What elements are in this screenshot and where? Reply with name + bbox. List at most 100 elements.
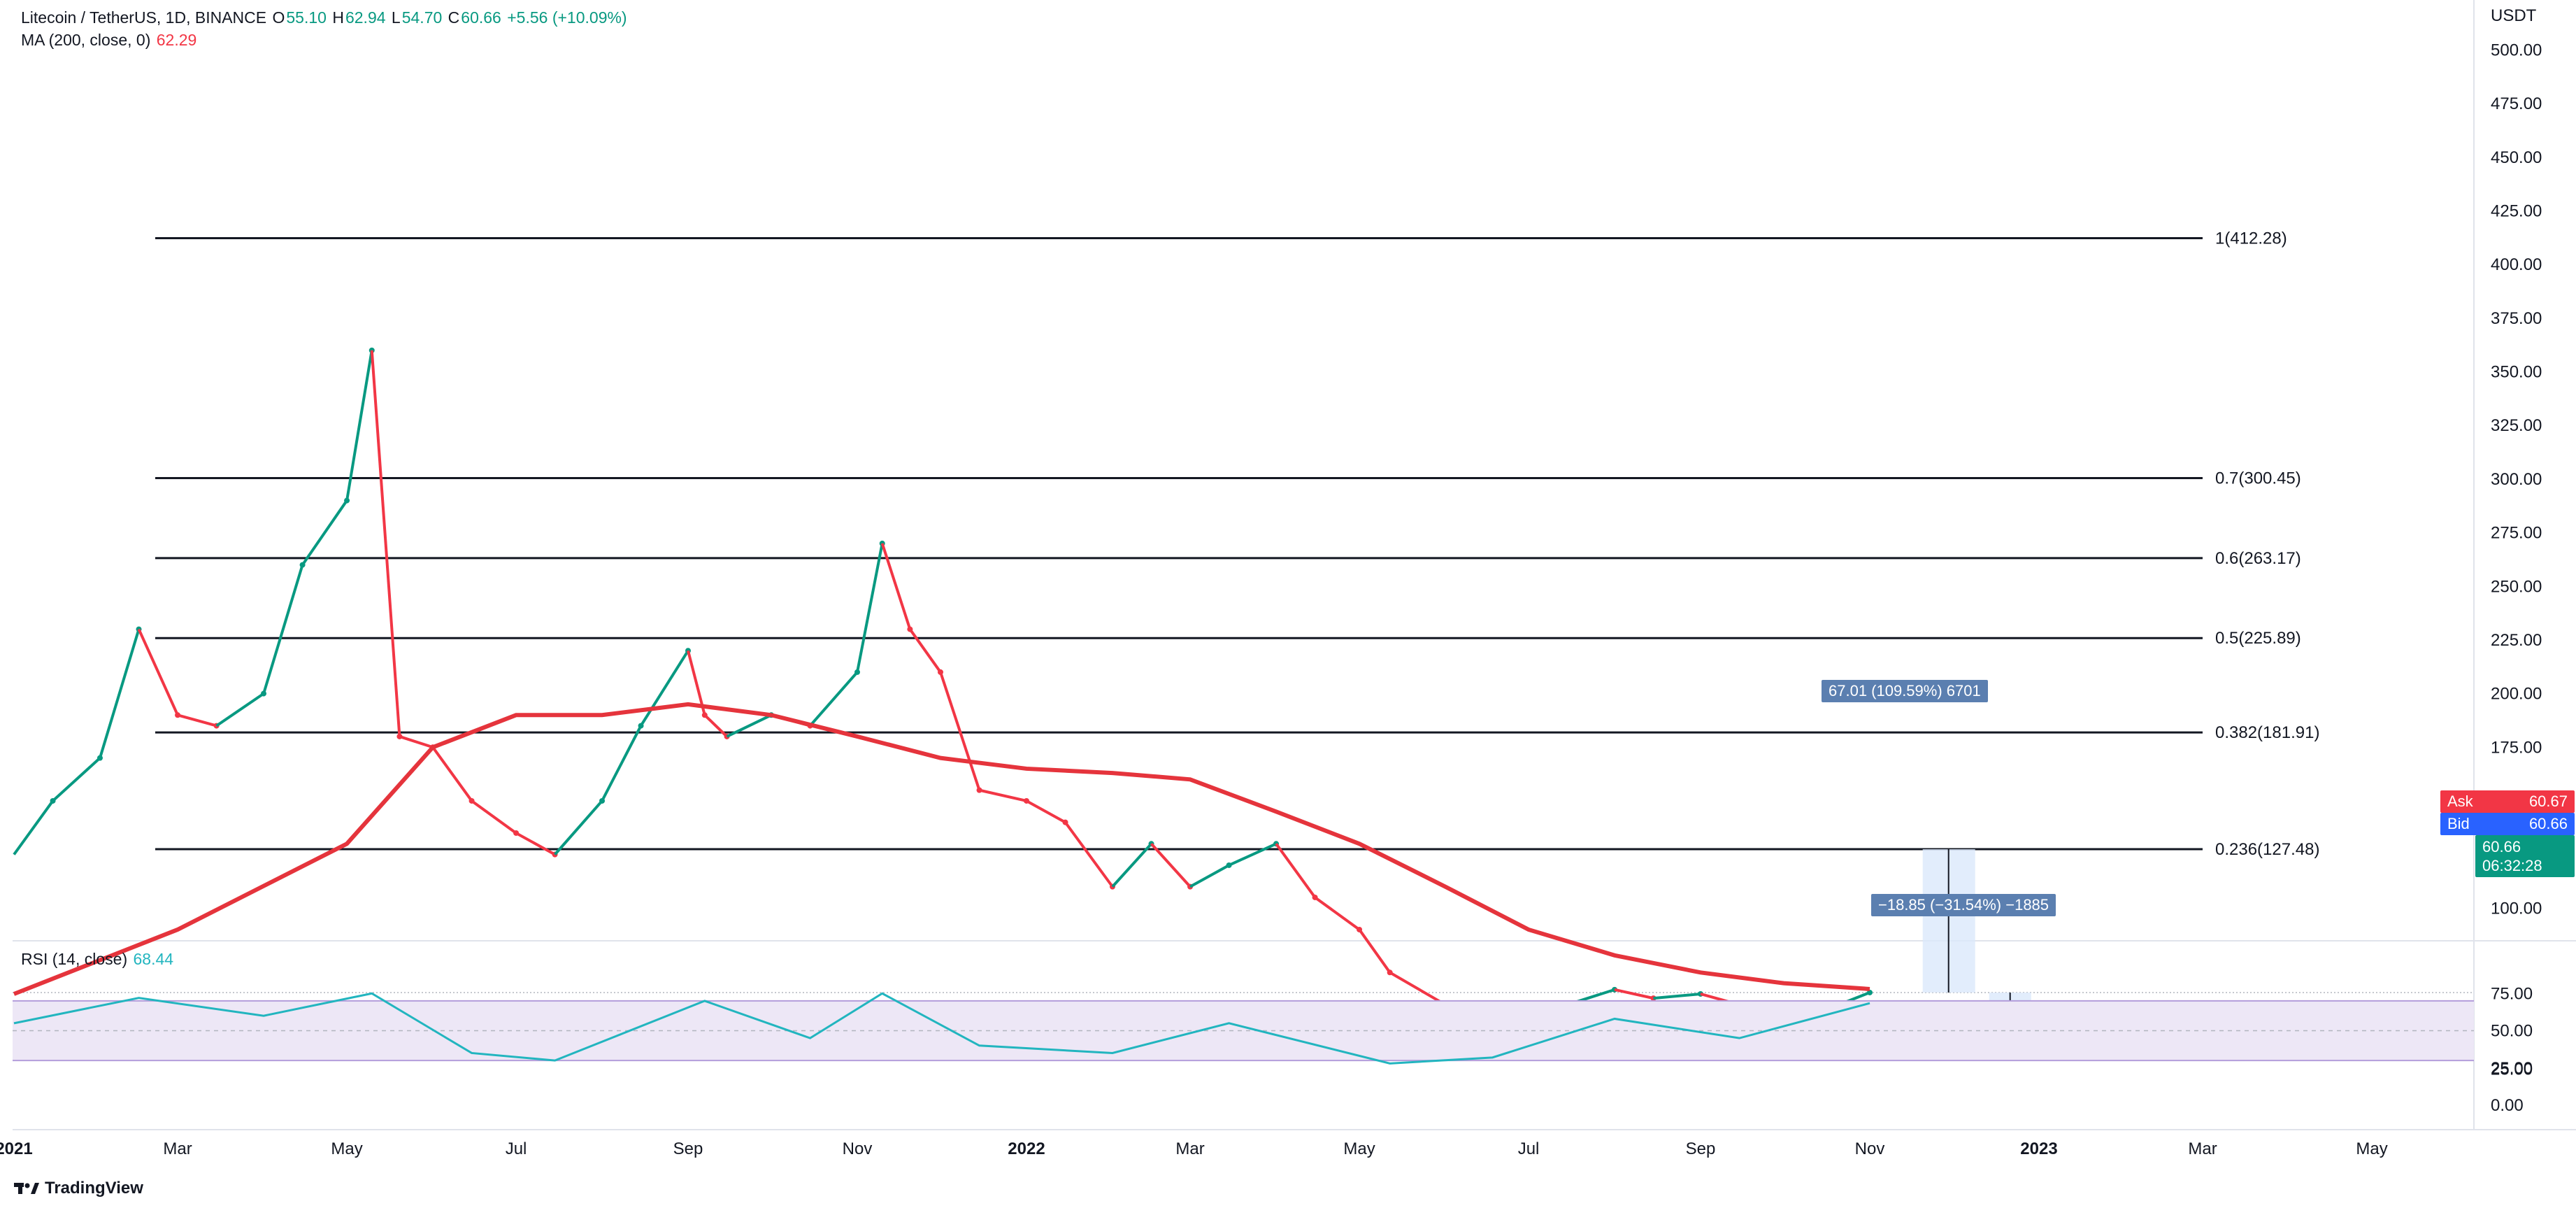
price-axis-tick: 175.00	[2491, 738, 2542, 757]
price-segment	[1314, 896, 1361, 931]
ask-value: 60.67	[2528, 793, 2568, 810]
price-axis-tick: 400.00	[2491, 255, 2542, 274]
time-axis-label: Mar	[163, 1139, 192, 1158]
ma-value: 62.29	[156, 31, 197, 49]
high-label: H	[332, 8, 344, 27]
price-segment	[1653, 992, 1701, 1000]
price-segment	[99, 629, 141, 759]
open-value: 55.10	[286, 8, 327, 27]
price-axis-tick: 25.00	[2491, 1060, 2533, 1079]
open-label: O	[272, 8, 285, 27]
price-axis-unit: USDT	[2491, 6, 2537, 25]
price-segment	[908, 628, 942, 674]
last-price-value: 60.66	[2482, 838, 2521, 855]
measure-down-label: −18.85 (−31.54%) −1885	[1871, 894, 2056, 916]
price-segment	[215, 692, 265, 727]
bid-value: 60.66	[2528, 815, 2568, 832]
price-axis-tick: 225.00	[2491, 631, 2542, 650]
legend-symbol-row: Litecoin / TetherUS, 1D, BINANCE O55.10 …	[21, 8, 629, 27]
ask-label: Ask	[2447, 793, 2473, 810]
bid-label: Bid	[2447, 815, 2470, 832]
fib-level-label: 0.5(225.89)	[2215, 629, 2301, 648]
price-point	[1867, 989, 1873, 995]
price-segment	[1389, 971, 1447, 1007]
rsi-label: RSI (14, close)	[21, 950, 128, 968]
time-axis-label: 2023	[2020, 1139, 2057, 1158]
price-segment	[809, 671, 859, 727]
price-segment	[1111, 842, 1152, 888]
time-axis-label: Jul	[506, 1139, 527, 1158]
last-price-tag: 60.66 06:32:28	[2475, 835, 2575, 877]
legend-rsi-row[interactable]: RSI (14, close) 68.44	[21, 950, 175, 969]
rsi-axis-tick: 25.00	[2491, 1059, 2533, 1078]
time-axis-label: Mar	[2188, 1139, 2217, 1158]
fib-level-label: 0.382(181.91)	[2215, 723, 2319, 742]
price-segment	[471, 800, 517, 834]
price-segment	[345, 350, 373, 501]
price-segment	[399, 735, 434, 749]
fib-level-label: 0.236(127.48)	[2215, 840, 2319, 859]
price-segment	[1358, 928, 1391, 974]
price-segment	[939, 671, 981, 791]
high-value: 62.94	[345, 8, 386, 27]
price-axis-tick: 100.00	[2491, 899, 2542, 918]
price-axis-tick: 275.00	[2491, 524, 2542, 543]
price-segment	[515, 832, 556, 856]
price-axis-tick: 350.00	[2491, 363, 2542, 382]
time-axis-label: May	[2356, 1139, 2387, 1158]
price-axis-tick: 325.00	[2491, 416, 2542, 435]
rsi-value: 68.44	[133, 950, 174, 968]
ask-tag: Ask 60.67	[2440, 790, 2575, 813]
price-segment	[979, 788, 1027, 802]
price-segment	[301, 499, 348, 566]
low-value: 54.70	[401, 8, 443, 27]
tradingview-logo[interactable]: TradingView	[14, 1179, 143, 1198]
price-axis-tick: 200.00	[2491, 685, 2542, 704]
price-segment	[1150, 842, 1192, 888]
price-axis-tick: 250.00	[2491, 577, 2542, 596]
fib-level-label: 0.7(300.45)	[2215, 469, 2301, 488]
price-axis-tick: 475.00	[2491, 94, 2542, 113]
price-axis-tick: 425.00	[2491, 202, 2542, 221]
price-axis-tick: 300.00	[2491, 470, 2542, 489]
price-segment	[13, 800, 55, 855]
bar-countdown: 06:32:28	[2482, 857, 2542, 874]
bid-tag: Bid 60.66	[2440, 813, 2575, 835]
price-segment	[856, 543, 884, 673]
price-segment	[370, 350, 401, 737]
price-segment	[431, 746, 473, 802]
fib-level-label: 0.6(263.17)	[2215, 549, 2301, 568]
time-axis-label: Sep	[673, 1139, 703, 1158]
price-axis-tick: 375.00	[2491, 309, 2542, 328]
ma-200-line	[13, 702, 1870, 996]
price-segment	[52, 757, 101, 802]
close-value: 60.66	[461, 8, 501, 27]
price-segment	[262, 564, 304, 695]
legend-ma-row[interactable]: MA (200, close, 0) 62.29	[21, 31, 198, 50]
tradingview-logo-icon	[14, 1183, 39, 1194]
price-segment	[726, 713, 772, 738]
price-segment	[703, 713, 728, 738]
price-segment	[1614, 988, 1654, 1000]
time-axis-label: May	[331, 1139, 362, 1158]
price-axis-tick: 450.00	[2491, 148, 2542, 167]
price-segment	[554, 800, 603, 855]
rsi-axis-tick: 50.00	[2491, 1022, 2533, 1041]
price-segment	[1026, 800, 1066, 824]
brand-name: TradingView	[45, 1179, 143, 1198]
close-label: C	[448, 8, 460, 27]
fib-level-label: 1(412.28)	[2215, 229, 2287, 248]
price-segment	[601, 725, 643, 802]
time-axis-label: May	[1343, 1139, 1375, 1158]
time-axis-label: 2021	[0, 1139, 33, 1158]
time-axis-label: Sep	[1686, 1139, 1716, 1158]
time-axis-label: Nov	[1855, 1139, 1885, 1158]
rsi-line	[13, 992, 1870, 1065]
time-axis-label: Jul	[1518, 1139, 1540, 1158]
price-segment	[1189, 864, 1230, 888]
symbol-name[interactable]: Litecoin / TetherUS, 1D, BINANCE	[21, 8, 267, 27]
price-segment	[639, 650, 689, 727]
price-segment	[137, 628, 179, 716]
price-segment	[1275, 843, 1317, 899]
